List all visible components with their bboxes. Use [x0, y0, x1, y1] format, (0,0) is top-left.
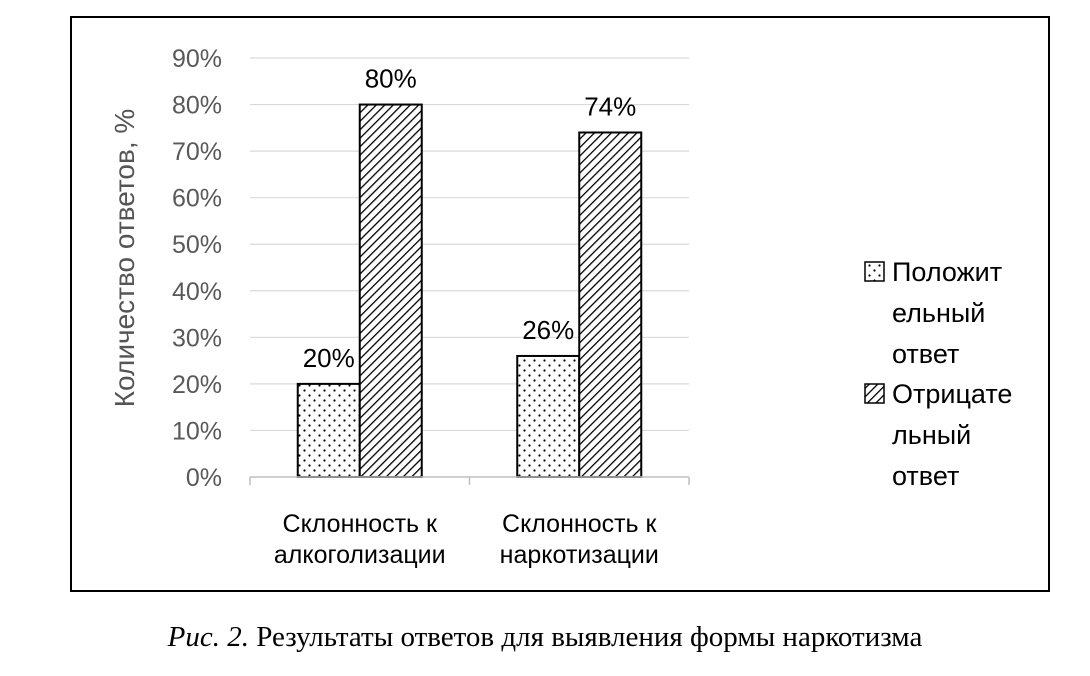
y-tick-label: 30% — [172, 324, 222, 352]
data-label: 20% — [303, 343, 355, 373]
legend-entry: Положит ельный ответ — [892, 257, 1002, 369]
caption-text: Результаты ответов для выявления формы н… — [256, 621, 923, 653]
chart-frame: 0% 10% 20% 30% 40% 50% 60% 70% 80% 90% Количество… — [70, 16, 1050, 592]
bar — [358, 103, 423, 479]
bars: 20% 26% 80% 74% — [296, 64, 643, 479]
legend-swatch — [864, 261, 885, 282]
y-tick-labels: 0% 10% 20% 30% 40% 50% 60% 70% 80% 90% — [172, 45, 222, 492]
y-tick-label: 50% — [172, 231, 222, 259]
y-tick-label: 80% — [172, 92, 222, 120]
y-tick-label: 60% — [172, 185, 222, 213]
legend-swatch — [864, 383, 885, 404]
y-axis-label: Количество ответов, % — [109, 109, 140, 408]
data-label: 26% — [522, 315, 574, 345]
bar — [578, 131, 643, 478]
figure-caption: Рис. 2. Результаты ответов для выявления… — [0, 621, 1090, 654]
y-tick-label: 0% — [186, 464, 222, 492]
x-tick-label: Склонность к наркотизации — [500, 510, 659, 569]
x-axis: Склонность к алкоголизации Склонность к нар… — [249, 476, 690, 569]
figure-label: Рис. 2. — [167, 621, 250, 653]
y-tick-label: 10% — [172, 417, 222, 445]
data-label: 80% — [365, 64, 417, 94]
data-label: 74% — [584, 91, 636, 121]
y-tick-label: 20% — [172, 371, 222, 399]
y-tick-label: 70% — [172, 138, 222, 166]
x-tick-label: Склонность к алкоголизации — [274, 510, 446, 569]
bar — [516, 354, 581, 479]
bar-chart: 0% 10% 20% 30% 40% 50% 60% 70% 80% 90% Количество… — [109, 45, 1012, 569]
y-tick-label: 90% — [172, 45, 222, 73]
y-tick-label: 40% — [172, 278, 222, 306]
legend-entry: Отрицате льный ответ — [892, 379, 1012, 491]
bar — [296, 382, 361, 478]
